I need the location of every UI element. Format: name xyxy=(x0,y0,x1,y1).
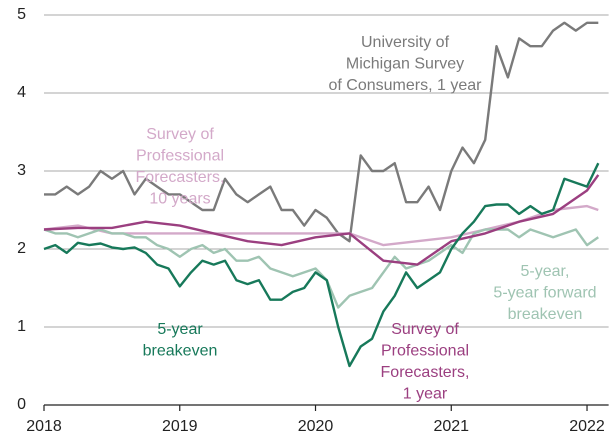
series-label: Forecasters, xyxy=(136,169,225,186)
series-label: Professional xyxy=(381,343,469,360)
series-label: 10 years xyxy=(149,191,210,208)
series-label: Michigan Survey xyxy=(346,56,464,73)
series-label: breakeven xyxy=(508,306,583,323)
series-line xyxy=(43,228,599,309)
series-label: of Consumers, 1 year xyxy=(329,77,483,94)
series-label: 5-year xyxy=(157,321,203,338)
y-tick-label: 5 xyxy=(17,6,26,23)
series-line xyxy=(43,174,600,266)
series-line xyxy=(44,21,599,243)
x-tick-label: 2018 xyxy=(26,418,62,435)
x-tick-label: 2019 xyxy=(162,418,198,435)
y-tick-label: 0 xyxy=(17,396,26,413)
x-tick-label: 2022 xyxy=(569,418,605,435)
y-tick-label: 1 xyxy=(17,318,26,335)
series-label: Forecasters, xyxy=(381,364,470,381)
series-line xyxy=(43,162,600,368)
series-label: Survey of xyxy=(146,126,214,143)
series-label: Survey of xyxy=(391,321,459,338)
series-label: Professional xyxy=(136,148,224,165)
x-tick-label: 2020 xyxy=(298,418,334,435)
y-tick-label: 2 xyxy=(17,240,26,257)
y-tick-label: 4 xyxy=(17,84,26,101)
series-label: 5-year, xyxy=(521,263,570,280)
series-label: 5-year forward xyxy=(493,285,596,302)
x-tick-label: 2021 xyxy=(433,418,469,435)
series-label: breakeven xyxy=(143,343,218,360)
y-tick-label: 3 xyxy=(17,162,26,179)
series-label: University of xyxy=(361,34,450,51)
series-label: 1 year xyxy=(403,386,448,403)
